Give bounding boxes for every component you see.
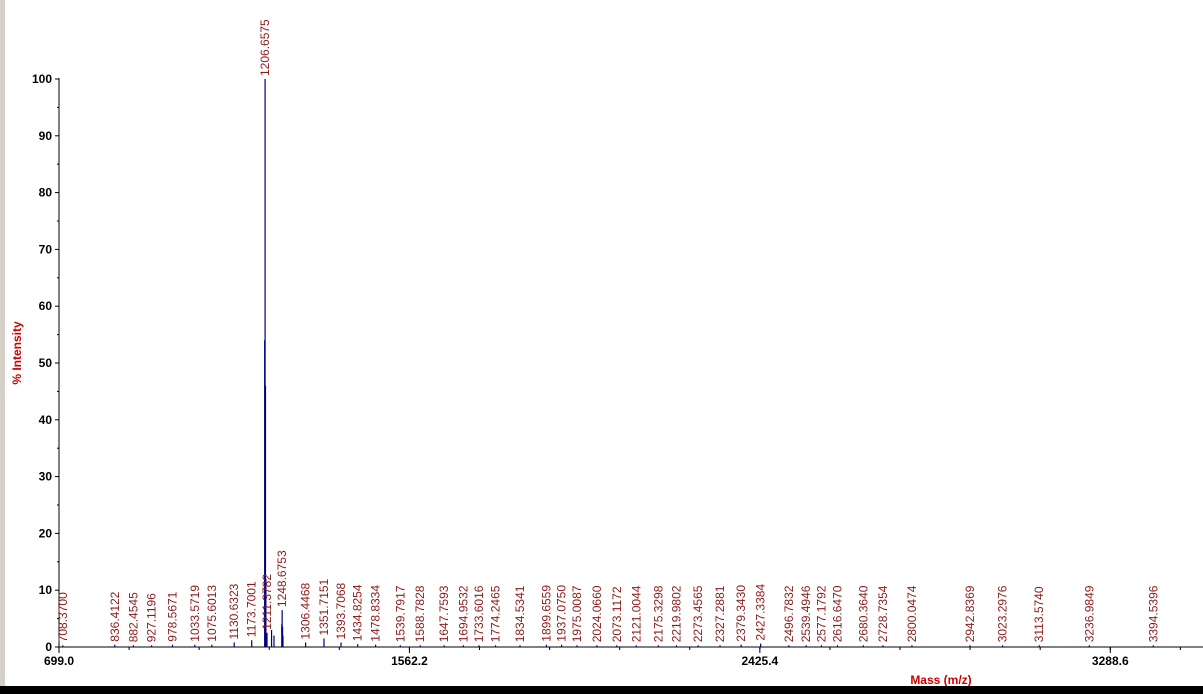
peak-label: 2577.1792 (815, 585, 829, 642)
x-axis-title: Mass (m/z) (910, 673, 971, 687)
peak-label: 2942.8369 (963, 585, 977, 642)
peak-label: 978.5671 (166, 591, 180, 641)
peak-label: 2273.4565 (691, 585, 705, 642)
peak-label: 927.1196 (145, 593, 159, 642)
axes (58, 78, 1203, 648)
peak-label: 2327.2881 (713, 585, 727, 642)
peak-label: 1975.0087 (570, 585, 584, 642)
peak-label: 2616.6470 (831, 585, 845, 642)
x-tick-label: 1562.2 (391, 654, 428, 668)
peak-label: 1206.6575 (258, 19, 272, 76)
peak-label: 1248.6753 (275, 550, 289, 607)
peak-label: 2219.9802 (670, 585, 684, 642)
peak-label: 2800.0474 (905, 585, 919, 642)
y-tick-label: 40 (39, 413, 53, 427)
peak-label: 2496.7832 (782, 585, 796, 642)
peak-label: 3113.5740 (1032, 586, 1046, 642)
peak-label: 3394.5396 (1146, 585, 1160, 642)
peak-label: 2680.3640 (856, 585, 870, 642)
y-tick-label: 100 (32, 72, 52, 86)
peak-label: 2121.0044 (629, 585, 643, 642)
peak-label: 1647.7593 (437, 585, 451, 642)
peak-label: 1351.7151 (317, 578, 331, 635)
peak-label: 2427.3384 (754, 584, 768, 641)
x-tick-label: 3288.6 (1092, 654, 1129, 668)
peak-label: 2073.1172 (610, 586, 624, 642)
peak-labels: 708.3700 836.4122 882.4545 927.1196 978.5671… (56, 19, 1161, 642)
peak-label: 1774.2465 (489, 585, 503, 642)
peak-label: 1539.7917 (393, 585, 407, 642)
x-tick-label: 2425.4 (742, 654, 779, 668)
y-tick-label: 50 (39, 356, 53, 370)
y-ticks: 0 10 20 30 40 50 60 70 80 90 100 (32, 72, 59, 654)
window-left-border (0, 0, 6, 694)
peak-label: 1937.0750 (555, 585, 569, 642)
peak-label: 1033.5719 (188, 585, 202, 642)
peak-label: 2728.7354 (876, 585, 890, 642)
y-tick-label: 0 (45, 640, 52, 654)
peak-label: 1434.8254 (351, 584, 365, 641)
peak-label: 836.4122 (108, 591, 122, 641)
peak-label: 3236.9849 (1082, 585, 1096, 642)
peak-label: 2175.3298 (651, 585, 665, 642)
peak-label: 2539.4946 (799, 585, 813, 642)
peak-label: 1130.6323 (227, 583, 241, 639)
peak-label: 1478.8334 (369, 585, 383, 642)
x-ticks: 699.0 1562.2 2425.4 3288.6 (44, 647, 1181, 668)
peak-label: 1834.5341 (513, 585, 527, 642)
y-tick-label: 80 (39, 186, 53, 200)
y-tick-label: 10 (39, 583, 53, 597)
peak-label: 1588.7828 (413, 585, 427, 642)
peaks (62, 79, 1154, 647)
peak-label: 1694.9532 (456, 585, 470, 642)
peak-label: 3023.2976 (996, 585, 1010, 642)
y-tick-label: 20 (39, 526, 53, 540)
y-tick-label: 60 (39, 299, 53, 313)
peak-label: 2379.3430 (734, 585, 748, 642)
peak-label: 1733.6016 (472, 585, 486, 642)
peak-label: 2024.0660 (590, 585, 604, 642)
x-tick-label: 699.0 (44, 654, 74, 668)
peak-label: 1899.6559 (539, 585, 553, 642)
peak-label: 1211.3782 (260, 574, 274, 630)
peak-label: 708.3700 (56, 592, 70, 642)
peak-label: 1306.4468 (299, 582, 313, 639)
y-tick-label: 30 (39, 470, 53, 484)
peak-label: 882.4545 (127, 592, 141, 642)
window-bottom-border (0, 686, 1203, 694)
peak-label: 1075.6013 (205, 585, 219, 642)
y-tick-label: 90 (39, 129, 53, 143)
y-tick-label: 70 (39, 242, 53, 256)
peak-label: 1173.7001 (245, 581, 259, 637)
peak-label: 1393.7068 (334, 582, 348, 639)
y-axis-title: % Intensity (10, 321, 24, 385)
